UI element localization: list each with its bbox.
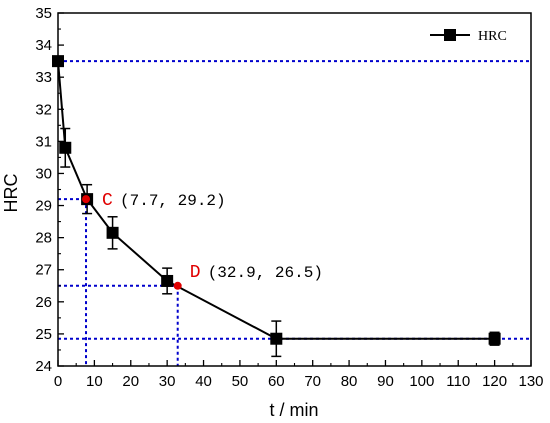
y-tick-label: 24 <box>35 358 52 375</box>
x-tick-label: 120 <box>482 373 507 390</box>
y-tick-label: 30 <box>35 165 52 182</box>
y-tick-label: 32 <box>35 101 52 118</box>
x-tick-label: 30 <box>159 373 176 390</box>
plot-frame <box>57 12 532 367</box>
data-point <box>106 226 119 239</box>
annotation-coords: (7.7, 29.2) <box>120 192 226 210</box>
annotation-point <box>82 195 91 204</box>
x-tick-label: 90 <box>377 373 394 390</box>
legend-label: HRC <box>478 29 507 44</box>
annotation-point <box>173 281 182 290</box>
x-tick-label: 0 <box>54 373 62 390</box>
y-tick-label: 26 <box>35 294 52 311</box>
legend-marker <box>444 29 456 41</box>
x-tick-label: 50 <box>232 373 249 390</box>
annotation-letter: D <box>190 263 201 283</box>
x-tick-label: 80 <box>341 373 358 390</box>
x-tick-label: 40 <box>195 373 212 390</box>
y-tick-label: 27 <box>35 262 52 279</box>
x-axis-title: t / min <box>269 400 318 420</box>
x-tick-label: 100 <box>409 373 434 390</box>
x-tick-label: 70 <box>304 373 321 390</box>
y-tick-label: 31 <box>35 133 52 150</box>
data-point <box>270 332 283 345</box>
y-tick-label: 25 <box>35 326 52 343</box>
y-tick-label: 29 <box>35 198 52 215</box>
y-tick-label: 33 <box>35 69 52 86</box>
y-tick-label: 34 <box>35 37 52 54</box>
x-tick-label: 60 <box>268 373 285 390</box>
x-tick-label: 20 <box>122 373 139 390</box>
data-point <box>488 332 501 345</box>
plot-area: 0 10 20 30 40 50 60 70 80 90 100 110 120 130 24 25 26 27 2… <box>35 5 543 390</box>
x-tick-label: 110 <box>446 373 470 390</box>
x-tick-label: 10 <box>86 373 103 390</box>
annotation-coords: (32.9, 26.5) <box>208 264 323 282</box>
y-tick-label: 35 <box>35 5 52 22</box>
data-point <box>59 141 72 154</box>
legend: HRC <box>430 29 507 44</box>
y-axis-title: HRC <box>1 174 21 213</box>
y-tick-label: 28 <box>35 230 52 247</box>
data-point <box>161 274 174 287</box>
data-point <box>52 55 64 68</box>
x-tick-label: 130 <box>518 373 543 390</box>
annotation-letter: C <box>102 191 113 211</box>
